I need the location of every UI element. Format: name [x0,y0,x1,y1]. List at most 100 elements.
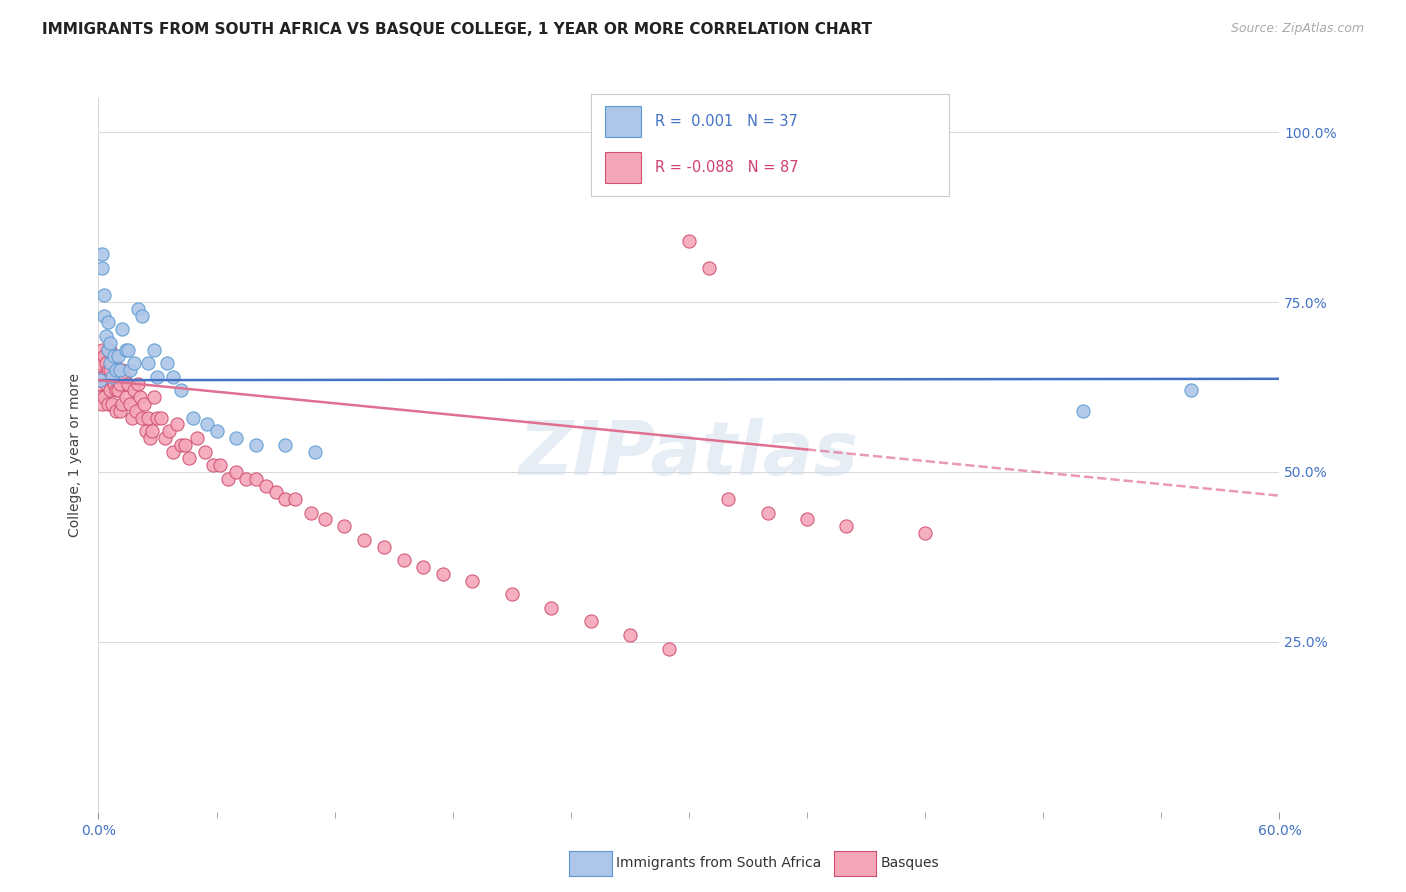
Point [142,390,165,404]
Point [93,309,115,323]
Point [89,373,111,387]
Point [111,363,134,377]
Point [146,410,169,425]
Point [115,343,138,357]
Point [245,438,267,452]
Point [98,335,121,350]
Point [162,369,184,384]
Point [135,424,157,438]
Text: R = -0.088   N = 87: R = -0.088 N = 87 [655,160,799,175]
Text: Immigrants from South Africa: Immigrants from South Africa [616,856,821,871]
Point [101,356,124,370]
Point [177,451,200,466]
Point [127,376,149,391]
Point [157,424,180,438]
Point [97,343,120,357]
Point [756,506,779,520]
Point [205,424,228,438]
Point [89,356,111,370]
Point [217,472,239,486]
Point [128,390,150,404]
Point [304,444,326,458]
Point [392,553,415,567]
Point [501,587,523,601]
Point [156,356,179,370]
Point [245,472,267,486]
Point [122,356,145,370]
Point [89,376,111,391]
Point [91,369,114,384]
Point [264,485,287,500]
Point [103,376,125,391]
Bar [605,153,641,183]
Point [96,376,118,391]
Point [125,403,148,417]
Point [658,641,681,656]
Point [353,533,375,547]
Point [93,288,115,302]
Point [91,247,114,261]
Point [136,356,159,370]
Point [1071,403,1094,417]
Point [579,615,602,629]
Y-axis label: College, 1 year or more: College, 1 year or more [69,373,83,537]
Point [194,444,217,458]
Point [107,350,129,364]
Point [97,363,120,377]
Point [146,369,169,384]
Point [98,343,121,357]
Point [835,519,858,533]
Point [373,540,395,554]
Point [412,560,434,574]
Point [796,512,818,526]
Point [93,369,115,384]
Point [101,397,124,411]
Point [108,376,131,391]
Point [117,343,139,357]
Point [162,444,184,458]
Point [235,472,257,486]
Point [98,363,121,377]
Point [91,343,114,357]
Point [132,397,155,411]
Point [155,431,177,445]
Point [1180,384,1202,398]
Text: ZIPatlas: ZIPatlas [519,418,859,491]
Point [225,465,247,479]
Point [170,384,193,398]
Point [540,600,562,615]
Point [91,260,114,275]
Point [131,410,153,425]
Point [209,458,232,472]
Text: Basques: Basques [880,856,939,871]
Point [181,410,204,425]
Point [131,309,153,323]
Point [274,492,297,507]
Point [107,363,129,377]
Point [96,356,118,370]
Point [461,574,484,588]
Point [105,363,128,377]
Point [111,322,134,336]
Point [89,390,111,404]
Point [101,369,124,384]
Point [118,363,141,377]
Point [117,376,139,391]
Point [105,403,128,417]
Point [112,369,135,384]
Point [314,512,336,526]
Point [186,431,208,445]
Point [122,384,145,398]
Point [174,438,197,452]
Point [108,363,131,377]
Point [284,492,307,507]
Point [225,431,247,445]
Point [103,350,125,364]
Text: R =  0.001   N = 37: R = 0.001 N = 37 [655,114,799,128]
Point [333,519,356,533]
Point [254,478,277,492]
Point [195,417,218,432]
Point [678,234,700,248]
Point [115,390,138,404]
Point [299,506,322,520]
